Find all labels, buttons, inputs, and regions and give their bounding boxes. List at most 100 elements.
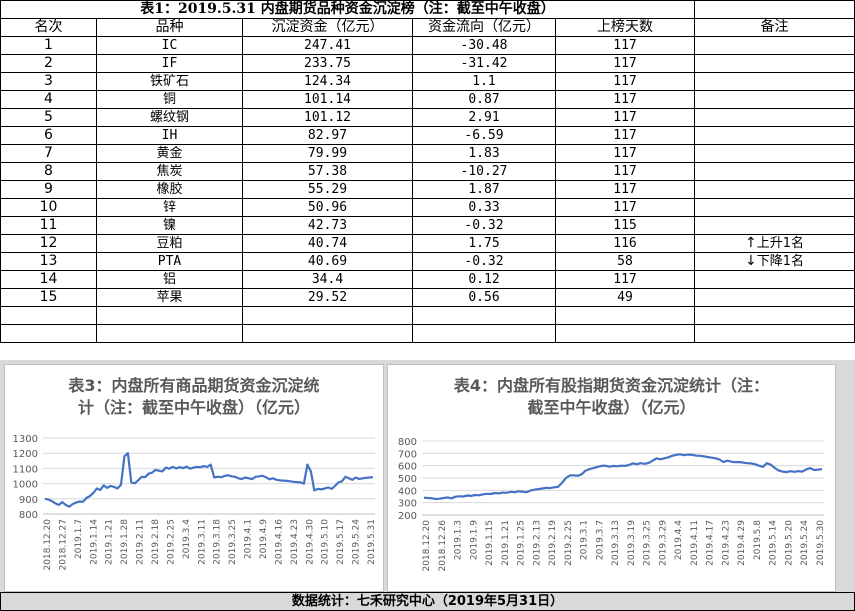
cell-note[interactable] — [694, 126, 855, 145]
cell-rank[interactable]: 4 — [0, 90, 97, 109]
cell-flow[interactable]: 0.56 — [412, 288, 556, 307]
cell-flow[interactable]: 2.91 — [412, 108, 556, 127]
cell-capital[interactable]: 101.12 — [242, 108, 413, 127]
title-empty-cell[interactable] — [694, 0, 855, 19]
cell-rank[interactable]: 3 — [0, 72, 97, 91]
empty-cell[interactable] — [242, 324, 413, 343]
cell-capital[interactable]: 42.73 — [242, 216, 413, 235]
cell-name[interactable]: 螺纹钢 — [96, 108, 243, 127]
cell-flow[interactable]: 1.75 — [412, 234, 556, 253]
cell-note[interactable] — [694, 270, 855, 289]
cell-flow[interactable]: -10.27 — [412, 162, 556, 181]
cell-flow[interactable]: 0.87 — [412, 90, 556, 109]
cell-days[interactable]: 117 — [555, 126, 695, 145]
cell-rank[interactable]: 8 — [0, 162, 97, 181]
cell-days[interactable]: 117 — [555, 72, 695, 91]
cell-name[interactable]: 镍 — [96, 216, 243, 235]
cell-days[interactable]: 117 — [555, 36, 695, 55]
cell-name[interactable]: IC — [96, 36, 243, 55]
empty-cell[interactable] — [0, 306, 97, 325]
cell-flow[interactable]: 1.1 — [412, 72, 556, 91]
cell-name[interactable]: 铁矿石 — [96, 72, 243, 91]
cell-note[interactable] — [694, 216, 855, 235]
cell-rank[interactable]: 6 — [0, 126, 97, 145]
cell-note[interactable] — [694, 54, 855, 73]
cell-days[interactable]: 117 — [555, 198, 695, 217]
cell-flow[interactable]: 1.87 — [412, 180, 556, 199]
empty-cell[interactable] — [555, 306, 695, 325]
cell-days[interactable]: 49 — [555, 288, 695, 307]
cell-name[interactable]: 铝 — [96, 270, 243, 289]
cell-flow[interactable]: -30.48 — [412, 36, 556, 55]
cell-capital[interactable]: 247.41 — [242, 36, 413, 55]
commodity-chart-panel[interactable]: 表3：内盘所有商品期货资金沉淀统 计（注：截至中午收盘）（亿元） 800 900 1… — [4, 364, 384, 592]
cell-days[interactable]: 117 — [555, 180, 695, 199]
empty-cell[interactable] — [412, 324, 556, 343]
cell-capital[interactable]: 233.75 — [242, 54, 413, 73]
empty-cell[interactable] — [694, 306, 855, 325]
cell-note[interactable] — [694, 36, 855, 55]
cell-days[interactable]: 117 — [555, 108, 695, 127]
cell-capital[interactable]: 101.14 — [242, 90, 413, 109]
cell-days[interactable]: 117 — [555, 90, 695, 109]
cell-note[interactable] — [694, 108, 855, 127]
empty-cell[interactable] — [242, 306, 413, 325]
cell-name[interactable]: 豆粕 — [96, 234, 243, 253]
cell-capital[interactable]: 40.74 — [242, 234, 413, 253]
cell-capital[interactable]: 40.69 — [242, 252, 413, 271]
cell-rank[interactable]: 10 — [0, 198, 97, 217]
cell-note[interactable] — [694, 162, 855, 181]
empty-cell[interactable] — [0, 324, 97, 343]
cell-note[interactable] — [694, 180, 855, 199]
cell-name[interactable]: IF — [96, 54, 243, 73]
cell-flow[interactable]: 1.83 — [412, 144, 556, 163]
empty-cell[interactable] — [412, 306, 556, 325]
cell-name[interactable]: 焦炭 — [96, 162, 243, 181]
cell-name[interactable]: 苹果 — [96, 288, 243, 307]
cell-capital[interactable]: 50.96 — [242, 198, 413, 217]
empty-cell[interactable] — [96, 324, 243, 343]
cell-name[interactable]: 锌 — [96, 198, 243, 217]
cell-note[interactable] — [694, 288, 855, 307]
empty-cell[interactable] — [96, 306, 243, 325]
cell-name[interactable]: PTA — [96, 252, 243, 271]
cell-rank[interactable]: 14 — [0, 270, 97, 289]
cell-note[interactable] — [694, 90, 855, 109]
cell-rank[interactable]: 7 — [0, 144, 97, 163]
cell-note[interactable] — [694, 198, 855, 217]
cell-note[interactable]: ↑上升1名 — [694, 234, 855, 253]
cell-days[interactable]: 116 — [555, 234, 695, 253]
cell-days[interactable]: 117 — [555, 162, 695, 181]
cell-rank[interactable]: 12 — [0, 234, 97, 253]
cell-capital[interactable]: 124.34 — [242, 72, 413, 91]
cell-note[interactable] — [694, 72, 855, 91]
cell-flow[interactable]: -0.32 — [412, 216, 556, 235]
cell-rank[interactable]: 15 — [0, 288, 97, 307]
index-chart-panel[interactable]: 表4：内盘所有股指期货资金沉淀统计（注： 截至中午收盘）（亿元） 200 300 4… — [387, 364, 836, 592]
cell-flow[interactable]: 0.12 — [412, 270, 556, 289]
cell-flow[interactable]: -6.59 — [412, 126, 556, 145]
cell-name[interactable]: 铜 — [96, 90, 243, 109]
cell-days[interactable]: 117 — [555, 270, 695, 289]
cell-rank[interactable]: 5 — [0, 108, 97, 127]
cell-rank[interactable]: 9 — [0, 180, 97, 199]
cell-flow[interactable]: -31.42 — [412, 54, 556, 73]
cell-rank[interactable]: 13 — [0, 252, 97, 271]
cell-note[interactable] — [694, 144, 855, 163]
cell-name[interactable]: IH — [96, 126, 243, 145]
cell-flow[interactable]: 0.33 — [412, 198, 556, 217]
cell-days[interactable]: 117 — [555, 144, 695, 163]
cell-capital[interactable]: 79.99 — [242, 144, 413, 163]
cell-capital[interactable]: 57.38 — [242, 162, 413, 181]
cell-days[interactable]: 117 — [555, 54, 695, 73]
cell-days[interactable]: 115 — [555, 216, 695, 235]
empty-cell[interactable] — [555, 324, 695, 343]
cell-rank[interactable]: 1 — [0, 36, 97, 55]
cell-capital[interactable]: 34.4 — [242, 270, 413, 289]
empty-cell[interactable] — [694, 324, 855, 343]
cell-capital[interactable]: 82.97 — [242, 126, 413, 145]
cell-flow[interactable]: -0.32 — [412, 252, 556, 271]
cell-name[interactable]: 黄金 — [96, 144, 243, 163]
cell-capital[interactable]: 55.29 — [242, 180, 413, 199]
cell-note[interactable]: ↓下降1名 — [694, 252, 855, 271]
